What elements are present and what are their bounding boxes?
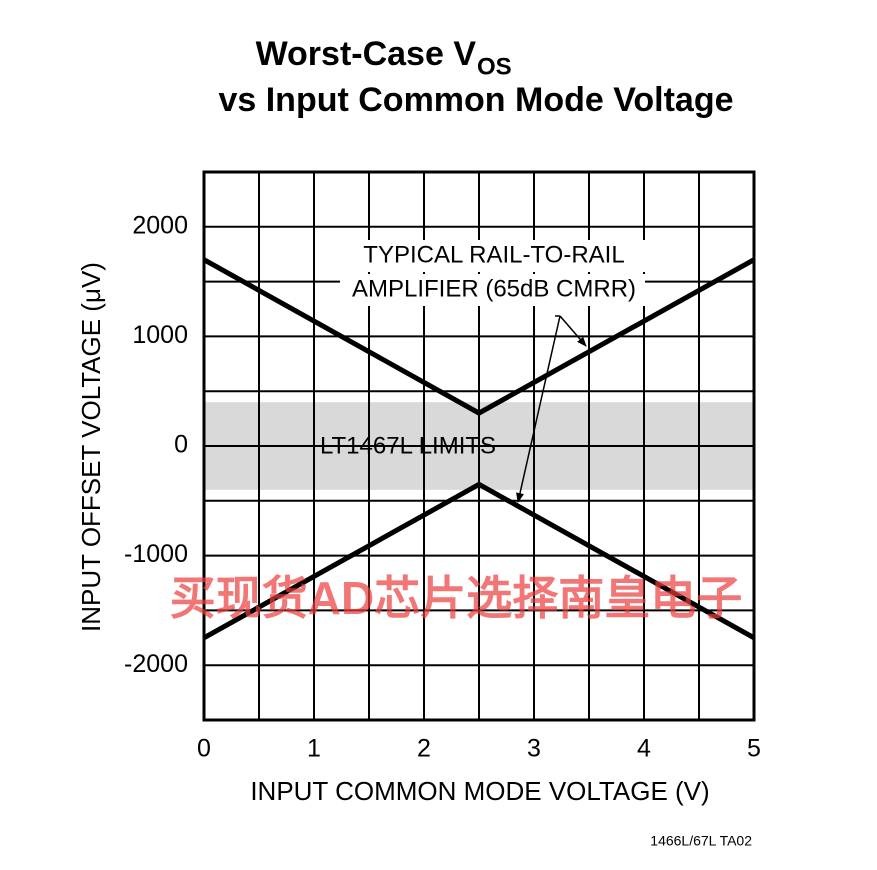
x-tick-label: 1 — [307, 735, 321, 763]
y-tick-label: -2000 — [124, 650, 188, 678]
annotation-bg — [340, 240, 645, 272]
annotation: TYPICAL RAIL-TO-RAIL — [363, 241, 624, 268]
chart-subtitle: vs Input Common Mode Voltage — [218, 81, 733, 119]
annotation-arrow — [559, 315, 587, 347]
annotation-arrow — [516, 315, 561, 503]
plot-frame — [202, 170, 756, 722]
x-tick-label: 5 — [747, 735, 761, 763]
chart-title: Worst-Case V — [256, 35, 477, 73]
band-label: LT1467L LIMITS — [320, 432, 496, 459]
series-line — [202, 481, 756, 640]
title: Worst-Case V OS vs Input Common Mode Vol… — [218, 35, 733, 119]
x-tick-label: 2 — [417, 735, 431, 763]
annotation-bg — [340, 274, 645, 306]
series-line — [202, 257, 756, 416]
x-axis-label: INPUT COMMON MODE VOLTAGE (V) — [250, 776, 709, 806]
x-tick-label: 4 — [637, 735, 651, 763]
y-tick-label: 1000 — [132, 321, 188, 349]
y-tick-label: 0 — [174, 431, 188, 459]
watermark: 买现货AD芯片选择南皇电子 — [170, 572, 742, 624]
y-axis-label: INPUT OFFSET VOLTAGE (μV) — [76, 262, 106, 632]
footnote: 1466L/67L TA02 — [650, 833, 752, 849]
x-tick-label: 3 — [527, 735, 541, 763]
y-tick-label: -1000 — [124, 540, 188, 568]
chart-title-subscript: OS — [477, 53, 512, 80]
y-tick-label: 2000 — [132, 211, 188, 239]
annotation: AMPLIFIER (65dB CMRR) — [352, 275, 636, 302]
x-tick-label: 0 — [197, 735, 211, 763]
